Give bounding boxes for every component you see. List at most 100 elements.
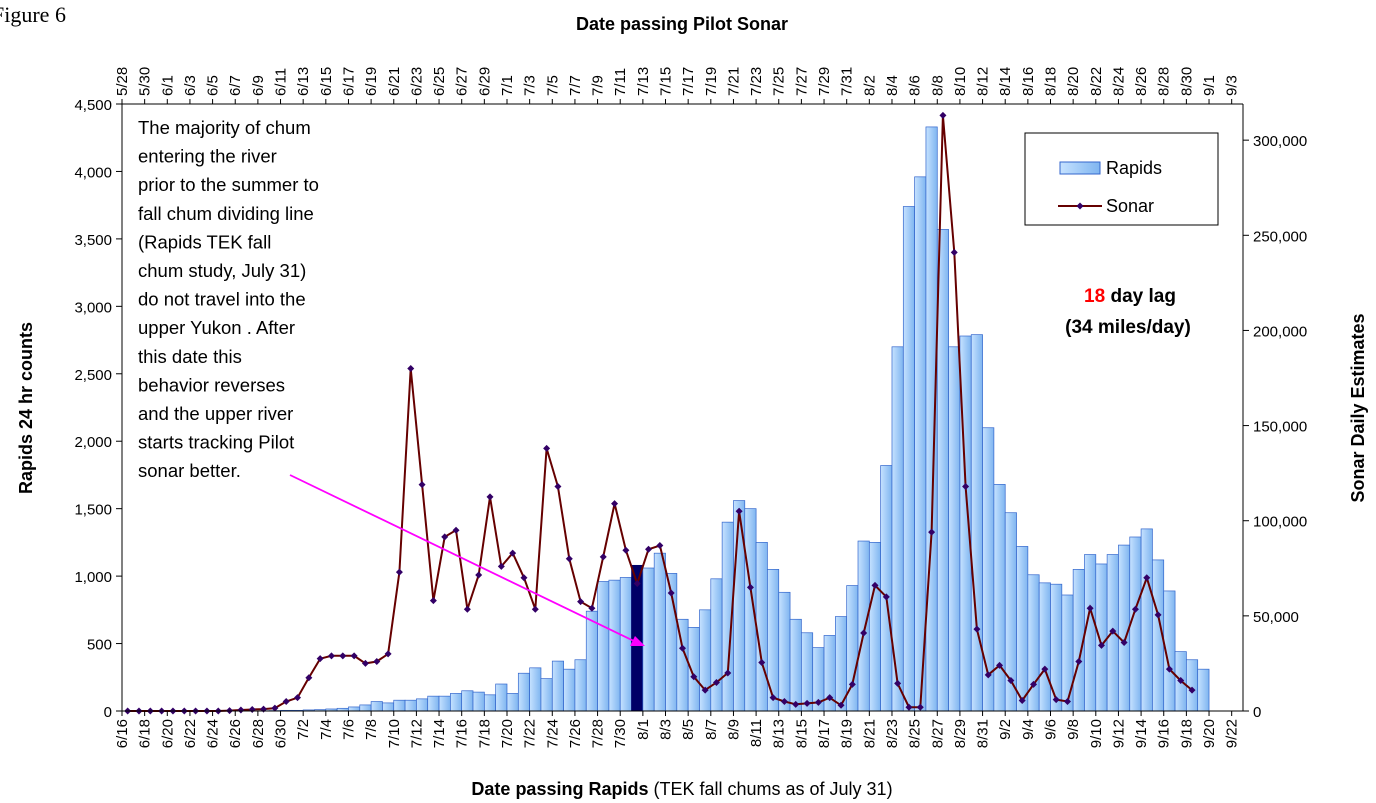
sonar-marker xyxy=(645,545,653,553)
y-tick-label: 1,500 xyxy=(74,502,112,519)
sonar-marker xyxy=(407,364,415,372)
top-tick-label: 6/9 xyxy=(250,75,267,96)
sonar-marker xyxy=(599,553,607,561)
bar xyxy=(517,672,530,712)
bar xyxy=(608,579,621,712)
sonar-marker xyxy=(962,482,970,490)
top-tick-label: 6/29 xyxy=(476,67,493,96)
sonar-marker xyxy=(780,697,788,705)
sonar-marker xyxy=(520,574,528,582)
x-tick-label: 9/20 xyxy=(1201,719,1218,748)
top-tick-label: 8/8 xyxy=(929,75,946,96)
annotation-line: and the upper river xyxy=(138,403,293,424)
bar xyxy=(495,683,508,712)
sonar-marker xyxy=(667,589,675,597)
sonar-marker xyxy=(1041,665,1049,673)
x-tick-label: 9/4 xyxy=(1020,719,1037,740)
bar xyxy=(970,334,983,712)
top-tick-label: 8/16 xyxy=(1020,67,1037,96)
bar xyxy=(461,690,474,712)
bar xyxy=(789,618,802,712)
annotation-line: starts tracking Pilot xyxy=(138,432,294,453)
y2-tick-label: 50,000 xyxy=(1253,609,1299,626)
bar xyxy=(370,701,383,712)
legend-swatch xyxy=(1059,161,1101,175)
bar xyxy=(1084,554,1097,712)
y-tick-label: 1,000 xyxy=(74,569,112,586)
bar xyxy=(1038,582,1051,712)
arrow-head xyxy=(630,636,645,646)
sonar-marker xyxy=(1097,641,1105,649)
x-tick-label: 7/22 xyxy=(522,719,539,748)
bar xyxy=(359,704,372,712)
sonar-marker xyxy=(260,705,268,713)
x-tick-label: 6/22 xyxy=(182,719,199,748)
annotation-line: prior to the summer to xyxy=(138,174,319,195)
top-tick-label: 6/27 xyxy=(454,67,471,96)
annotation-line: The majority of chum xyxy=(138,117,311,138)
sonar-marker xyxy=(679,644,686,652)
x-axis-title: Date passing Rapids (TEK fall chums as o… xyxy=(471,779,892,799)
bar xyxy=(427,695,440,712)
top-tick-label: 7/17 xyxy=(680,67,697,96)
sonar-marker xyxy=(248,705,256,713)
bar xyxy=(619,577,632,712)
x-tick-label: 9/8 xyxy=(1065,719,1082,740)
top-tick-label: 8/6 xyxy=(907,75,924,96)
bar xyxy=(382,702,395,712)
top-tick-label: 8/12 xyxy=(975,67,992,96)
top-tick-label: 7/25 xyxy=(771,67,788,96)
annotation-line: this date this xyxy=(138,346,242,367)
sonar-marker xyxy=(1063,697,1071,705)
sonar-marker xyxy=(848,680,856,688)
sonar-marker xyxy=(327,652,335,660)
x-tick-label: 8/25 xyxy=(907,719,924,748)
top-tick-label: 6/3 xyxy=(182,75,199,96)
plot-area xyxy=(124,111,1210,715)
bar xyxy=(483,694,497,712)
annotation-line: behavior reverses xyxy=(138,374,285,395)
sonar-marker xyxy=(871,581,879,589)
top-tick-label: 8/28 xyxy=(1156,67,1173,96)
sonar-marker xyxy=(996,661,1004,669)
top-tick-label: 7/9 xyxy=(590,75,607,96)
sonar-marker xyxy=(701,686,709,694)
sonar-marker xyxy=(486,493,494,501)
annotation: The majority of chum entering the river pr… xyxy=(138,117,645,646)
top-tick-label: 7/3 xyxy=(522,75,539,96)
bar xyxy=(597,581,610,712)
x-tick-label: 7/14 xyxy=(431,719,448,748)
bar xyxy=(450,693,463,712)
sonar-marker xyxy=(1131,605,1139,613)
top-tick-label: 8/26 xyxy=(1133,67,1150,96)
x-tick-label: 8/27 xyxy=(929,719,946,748)
x-tick-label: 9/16 xyxy=(1156,719,1173,748)
top-tick-label: 6/21 xyxy=(386,67,403,96)
sonar-marker xyxy=(1075,658,1083,666)
sonar-marker xyxy=(271,704,279,712)
bar xyxy=(880,465,893,712)
top-tick-label: 7/15 xyxy=(658,67,675,96)
bar xyxy=(993,484,1006,712)
x-tick-label: 9/2 xyxy=(997,719,1014,740)
x-tick-label: 6/18 xyxy=(137,719,154,748)
y2-tick-label: 0 xyxy=(1253,704,1261,721)
sonar-marker xyxy=(1154,611,1162,619)
x-tick-label: 8/7 xyxy=(703,719,720,740)
bar xyxy=(540,678,553,712)
x-tick-label: 7/18 xyxy=(476,719,493,748)
bar xyxy=(574,659,587,712)
x-tick-label: 7/16 xyxy=(454,719,471,748)
legend-box xyxy=(1024,132,1219,226)
sonar-marker xyxy=(1188,686,1196,694)
bar xyxy=(857,540,870,712)
sonar-marker xyxy=(1030,680,1038,688)
bar xyxy=(767,569,780,712)
top-tick-label: 6/19 xyxy=(363,67,380,96)
x-tick-label: 8/15 xyxy=(793,719,810,748)
x-tick-label: 7/24 xyxy=(544,719,561,748)
lag-label: 18 day lag xyxy=(1084,286,1176,307)
bar xyxy=(948,346,961,712)
bar xyxy=(982,427,995,712)
lag-speed: (34 miles/day) xyxy=(1065,317,1191,338)
